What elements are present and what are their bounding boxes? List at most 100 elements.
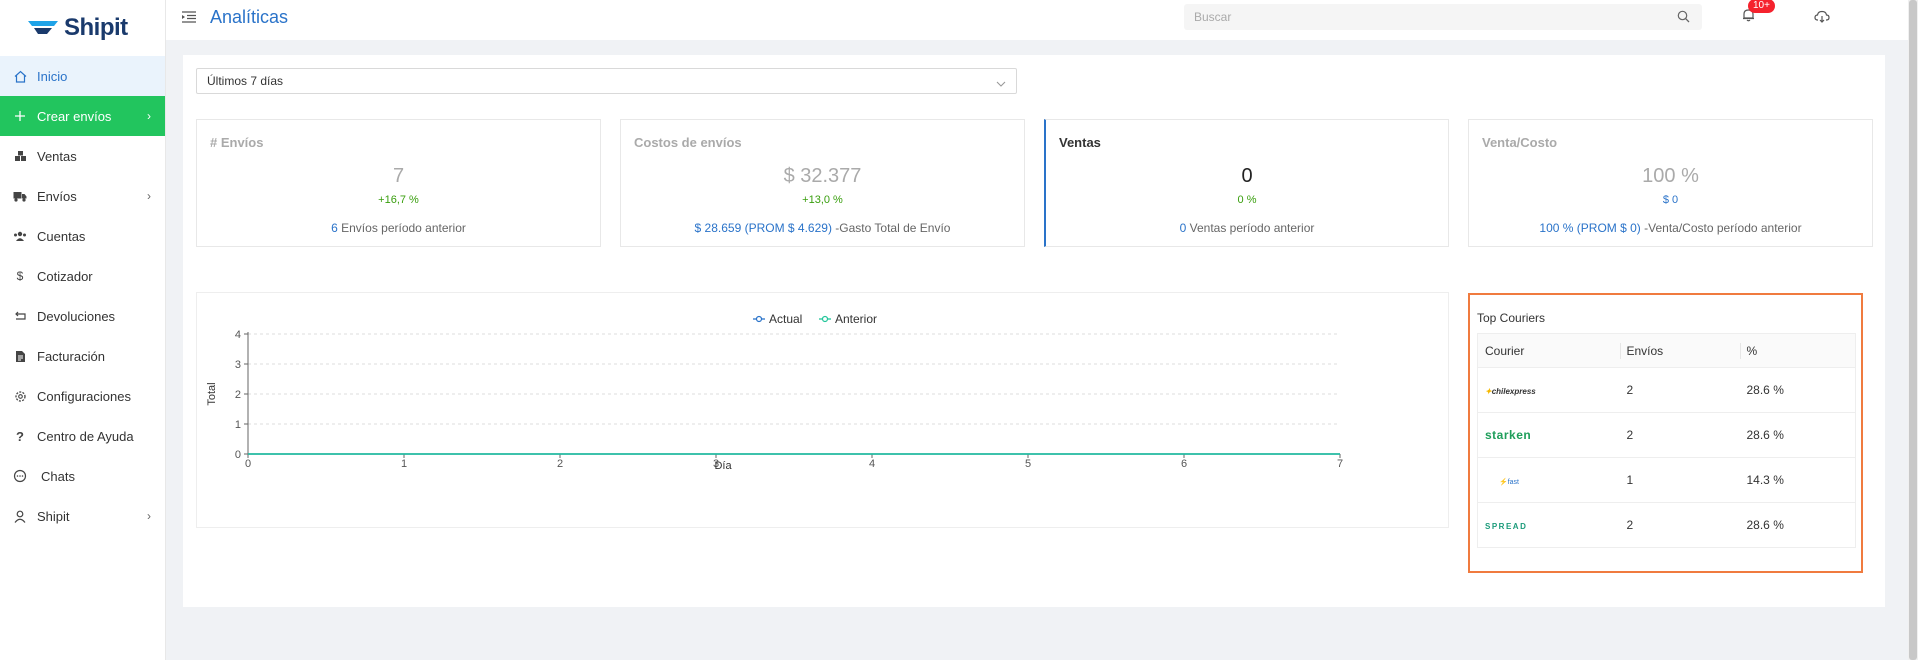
question-icon: ? [16,428,24,444]
boxes-icon [13,149,27,163]
page-scrollbar[interactable] [1908,0,1918,660]
sidebar-item-label: Chats [41,468,75,484]
sidebar-nav: Inicio Crear envíos › Ventas Envíos › [0,56,165,536]
kpi-card-costos[interactable]: Costos de envíos $ 32.377 +13,0 % $ 28.6… [620,119,1025,247]
kpi-footer-value: $ 28.659 (PROM $ 4.629) [694,221,832,235]
sidebar-item-label: Shipit [37,508,70,524]
kpi-footer-text: Envíos período anterior [337,221,466,235]
plus-icon [13,109,27,123]
kpi-delta: +16,7 % [378,194,419,206]
y-tick-label: 3 [235,359,241,371]
kpi-value: $ 32.377 [783,165,862,187]
kpi-title: Ventas [1059,135,1101,150]
sidebar-item-centro-de-ayuda[interactable]: ? Centro de Ayuda [0,416,165,456]
sidebar-item-configuraciones[interactable]: Configuraciones [0,376,165,416]
column-header-courier[interactable]: Courier [1477,333,1620,368]
search-icon[interactable] [1677,10,1690,26]
envios-cell: 2 [1619,367,1740,413]
sidebar-item-crear-envios[interactable]: Crear envíos › [0,96,165,136]
shipit-logo[interactable]: Shipit [0,0,165,56]
sidebar-item-label: Configuraciones [37,388,131,404]
kpi-delta: 0 % [1237,194,1257,206]
user-icon [13,509,27,523]
table-row[interactable]: SPREAD 2 28.6 % [1477,502,1856,548]
y-tick-label: 2 [235,389,241,401]
kpi-title: Venta/Costo [1482,135,1558,150]
sidebar-item-inicio[interactable]: Inicio [0,56,165,96]
x-tick-label: 3 [713,458,719,470]
kpi-footer-text: -Gasto Total de Envío [831,221,951,235]
search-box[interactable] [1184,4,1702,30]
kpi-footer: 100 % (PROM $ 0) -Venta/Costo período an… [1469,221,1872,235]
chevron-right-icon: › [147,109,151,123]
legend-label: Anterior [835,312,877,326]
x-tick-label: 2 [557,458,563,470]
notification-badge: 10+ [1748,0,1775,13]
dollar-icon: $ [16,269,24,283]
brand-name: Shipit [64,14,128,41]
period-select-value: Últimos 7 días [207,74,284,88]
x-axis-label: Día [714,460,732,472]
home-icon [13,69,27,83]
percent-cell: 14.3 % [1739,457,1856,503]
sidebar-item-devoluciones[interactable]: Devoluciones [0,296,165,336]
percent-cell: 28.6 % [1739,367,1856,413]
table-row[interactable]: ⚡fast 1 14.3 % [1477,457,1856,503]
table-row[interactable]: ✦chilexpress 2 28.6 % [1477,367,1856,413]
users-icon [13,229,27,243]
return-icon [13,309,27,323]
percent-cell: 28.6 % [1739,502,1856,548]
legend-marker [821,315,829,323]
chilexpress-logo: ✦chilexpress [1477,367,1620,413]
column-header-percent[interactable]: % [1739,333,1856,368]
cloud-download-icon[interactable] [1814,10,1830,26]
kpi-card-ventas[interactable]: Ventas 0 0 % 0 Ventas período anterior [1044,119,1449,247]
legend-label: Actual [769,312,802,326]
kpi-card-venta-costo[interactable]: Venta/Costo 100 % $ 0 100 % (PROM $ 0) -… [1468,119,1873,247]
sidebar-item-envios[interactable]: Envíos › [0,176,165,216]
sidebar-item-cuentas[interactable]: Cuentas [0,216,165,256]
chevron-right-icon: › [147,189,151,203]
starken-logo: starken [1477,412,1620,458]
sidebar-item-label: Cuentas [37,228,86,244]
page-title: Analíticas [210,7,289,27]
y-tick-label: 1 [235,419,241,431]
menu-fold-icon[interactable] [182,11,196,23]
kpi-value: 0 [1241,165,1253,187]
sidebar-item-facturacion[interactable]: Facturación [0,336,165,376]
x-tick-label: 5 [1025,458,1031,470]
sidebar: Shipit Inicio Crear envíos › Ventas E [0,0,166,660]
top-bar: Analíticas 10+ [166,0,1918,40]
percent-cell: 28.6 % [1739,412,1856,458]
column-header-envios[interactable]: Envíos [1619,333,1740,368]
analytics-panel: Últimos 7 días # Envíos 7 +16,7 % 6 Enví… [183,55,1885,607]
sidebar-item-chats[interactable]: Chats [0,456,165,496]
x-tick-label: 6 [1181,458,1187,470]
envios-cell: 1 [1619,457,1740,503]
x-tick-label: 7 [1337,458,1343,470]
sidebar-item-shipit[interactable]: Shipit › [0,496,165,536]
sidebar-item-ventas[interactable]: Ventas [0,136,165,176]
legend-marker [755,315,763,323]
kpi-title: # Envíos [210,135,264,150]
period-select[interactable]: Últimos 7 días [196,68,1017,94]
scrollbar-thumb[interactable] [1909,0,1917,660]
kpi-delta: +13,0 % [802,194,843,206]
table-row[interactable]: starken 2 28.6 % [1477,412,1856,458]
y-axis-label: Total [206,382,218,405]
sidebar-item-cotizador[interactable]: $ Cotizador [0,256,165,296]
sidebar-item-label: Facturación [37,348,105,364]
sidebar-item-label: Centro de Ayuda [37,428,134,444]
truck-icon [13,189,27,203]
table-header-row: Courier Envíos % [1477,333,1856,368]
chevron-right-icon: › [147,509,151,523]
kpi-footer: 0 Ventas período anterior [1046,221,1448,235]
kpi-card-envios[interactable]: # Envíos 7 +16,7 % 6 Envíos período ante… [196,119,601,247]
line-chart-card: 0 1 2 3 4 0 1 2 3 4 5 6 7 Día Total Actual Anterior [196,292,1449,528]
chat-icon [13,469,27,483]
sidebar-item-label: Envíos [37,188,77,204]
search-input[interactable] [1184,4,1702,30]
kpi-footer-value: 6 [331,221,338,235]
kpi-title: Costos de envíos [634,135,742,150]
kpi-footer: 6 Envíos período anterior [197,221,600,235]
